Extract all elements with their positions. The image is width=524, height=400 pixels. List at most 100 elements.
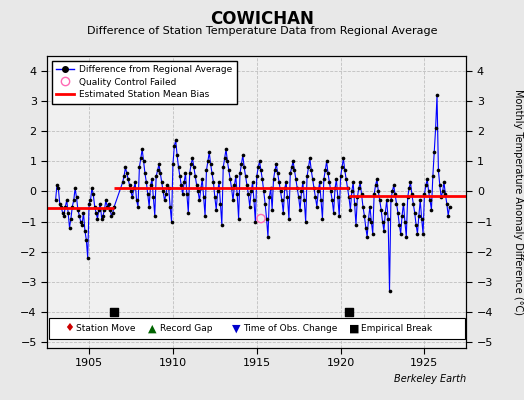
Point xyxy=(272,161,280,168)
Point xyxy=(240,164,248,170)
Point xyxy=(135,164,144,170)
Point xyxy=(100,206,108,213)
Point xyxy=(133,197,141,204)
Point xyxy=(366,203,374,210)
Point xyxy=(166,203,174,210)
Point xyxy=(57,203,66,210)
Point xyxy=(414,212,423,219)
Point xyxy=(299,179,307,186)
Point xyxy=(372,182,380,189)
Text: Record Gap: Record Gap xyxy=(159,324,212,333)
Point xyxy=(83,254,92,261)
Point xyxy=(190,164,198,170)
Point xyxy=(397,230,405,237)
Point xyxy=(257,167,265,174)
Point xyxy=(384,215,392,222)
Point xyxy=(171,137,180,144)
Point xyxy=(67,215,75,222)
Point xyxy=(341,167,349,174)
Point xyxy=(204,158,212,164)
Point xyxy=(92,209,100,216)
Point xyxy=(445,203,454,210)
Point xyxy=(391,191,399,198)
Point xyxy=(360,212,368,219)
Point xyxy=(138,146,146,152)
Point xyxy=(434,167,443,174)
Point xyxy=(225,167,233,174)
Point xyxy=(88,185,96,192)
Point xyxy=(357,191,366,198)
Point xyxy=(56,200,64,207)
Point xyxy=(311,194,320,201)
Point xyxy=(381,209,389,216)
Point xyxy=(70,197,78,204)
Point xyxy=(91,203,99,210)
Text: Difference of Station Temperature Data from Regional Average: Difference of Station Temperature Data f… xyxy=(87,26,437,36)
Point xyxy=(131,179,139,186)
Y-axis label: Monthly Temperature Anomaly Difference (°C): Monthly Temperature Anomaly Difference (… xyxy=(512,89,523,315)
Point xyxy=(221,155,229,162)
Point xyxy=(196,185,205,192)
Point xyxy=(51,197,60,204)
Point xyxy=(251,218,259,225)
Point xyxy=(385,288,394,294)
Point xyxy=(368,230,377,237)
Point xyxy=(285,215,293,222)
Point xyxy=(422,182,430,189)
Point xyxy=(356,179,364,186)
Point xyxy=(165,185,173,192)
Point xyxy=(75,212,83,219)
Point xyxy=(331,185,339,192)
Point xyxy=(380,227,388,234)
Point xyxy=(180,179,188,186)
Point xyxy=(234,215,243,222)
Point xyxy=(292,176,300,183)
Point xyxy=(129,185,138,192)
Point xyxy=(355,185,363,192)
Point xyxy=(444,212,452,219)
Point xyxy=(336,173,345,180)
Point xyxy=(258,176,267,183)
Point xyxy=(398,212,406,219)
Point xyxy=(219,164,227,170)
Point xyxy=(159,188,167,195)
Point xyxy=(317,197,325,204)
Point xyxy=(437,194,445,201)
Point xyxy=(216,200,225,207)
Point xyxy=(149,194,158,201)
Point xyxy=(269,176,278,183)
Point xyxy=(103,203,112,210)
Point xyxy=(420,191,429,198)
Text: Time of Obs. Change: Time of Obs. Change xyxy=(243,324,338,333)
Point xyxy=(148,176,156,183)
Point xyxy=(378,218,387,225)
Point xyxy=(294,194,303,201)
Point xyxy=(127,188,135,195)
Point xyxy=(176,173,184,180)
Point xyxy=(226,176,234,183)
Point xyxy=(60,212,68,219)
Point xyxy=(163,182,171,189)
Point xyxy=(405,185,413,192)
Point xyxy=(66,224,74,231)
Point xyxy=(77,218,85,225)
Text: Station Move: Station Move xyxy=(75,324,135,333)
Point xyxy=(192,182,201,189)
Point xyxy=(202,167,211,174)
Point xyxy=(121,164,129,170)
Point xyxy=(230,182,238,189)
Point xyxy=(335,212,343,219)
Point xyxy=(71,185,79,192)
Point xyxy=(353,194,362,201)
Point xyxy=(280,185,289,192)
Point xyxy=(271,167,279,174)
Point xyxy=(321,167,330,174)
Point xyxy=(106,206,114,213)
Point xyxy=(296,206,304,213)
Point xyxy=(238,152,247,158)
Point xyxy=(255,158,264,164)
Point xyxy=(167,218,176,225)
Point xyxy=(426,197,434,204)
Point xyxy=(118,179,127,186)
Point xyxy=(343,185,352,192)
